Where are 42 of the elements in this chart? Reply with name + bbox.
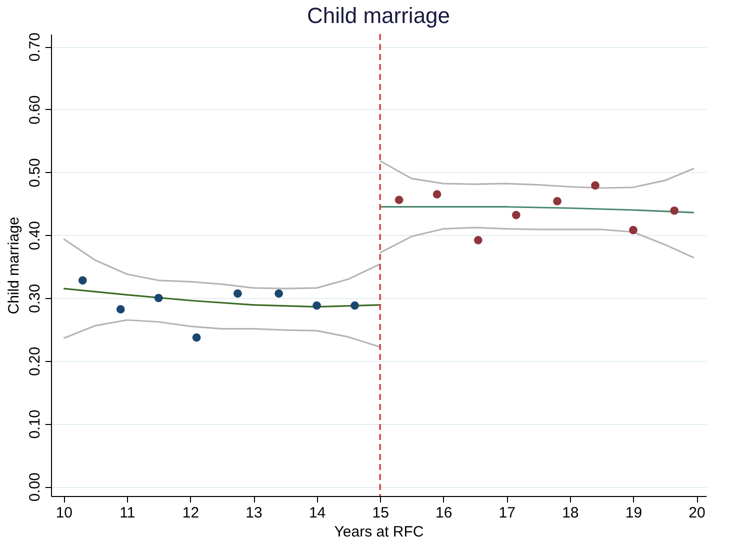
point	[553, 197, 562, 206]
point	[350, 301, 359, 310]
x-tick-label: 14	[308, 504, 326, 522]
point	[474, 236, 482, 244]
point	[234, 289, 242, 298]
x-tick-label: 20	[688, 504, 706, 522]
point	[154, 294, 163, 302]
point	[591, 181, 600, 190]
point	[312, 301, 321, 310]
y-tick-label: 0.70	[26, 32, 44, 62]
x-tick-label: 11	[120, 504, 136, 522]
y-tick-label: 0.50	[26, 158, 44, 188]
y-tick-label: 0.60	[26, 95, 44, 125]
x-tick-label: 12	[182, 504, 200, 522]
y-tick-label: 0.00	[26, 472, 44, 502]
y-tick-label: 0.30	[26, 284, 44, 314]
point	[670, 206, 679, 215]
chart-title: Child marriage	[306, 2, 450, 28]
x-tick-label: 19	[625, 504, 642, 522]
point	[78, 276, 87, 285]
point	[512, 210, 520, 220]
point	[629, 226, 638, 234]
point	[394, 196, 404, 204]
y-tick-label: 0.20	[26, 346, 44, 376]
x-tick-label: 13	[246, 504, 262, 522]
y-tick-label: 0.10	[26, 410, 44, 439]
x-tick-label: 10	[56, 504, 72, 522]
x-tick-label: 17	[498, 504, 516, 522]
point	[432, 190, 442, 198]
x-tick-label: 18	[562, 504, 579, 522]
y-tick-label: 0.40	[26, 221, 44, 250]
point	[116, 305, 125, 314]
line-series	[379, 226, 695, 259]
line-series	[62, 238, 381, 290]
line-series	[62, 319, 381, 348]
point	[274, 289, 284, 298]
point	[192, 333, 201, 342]
line-series	[379, 160, 695, 189]
x-axis-title: Years at RFC	[334, 524, 424, 540]
x-tick-label: 16	[436, 504, 452, 522]
x-tick-label: 15	[372, 504, 389, 522]
y-axis-title: Child marriage	[6, 216, 22, 314]
